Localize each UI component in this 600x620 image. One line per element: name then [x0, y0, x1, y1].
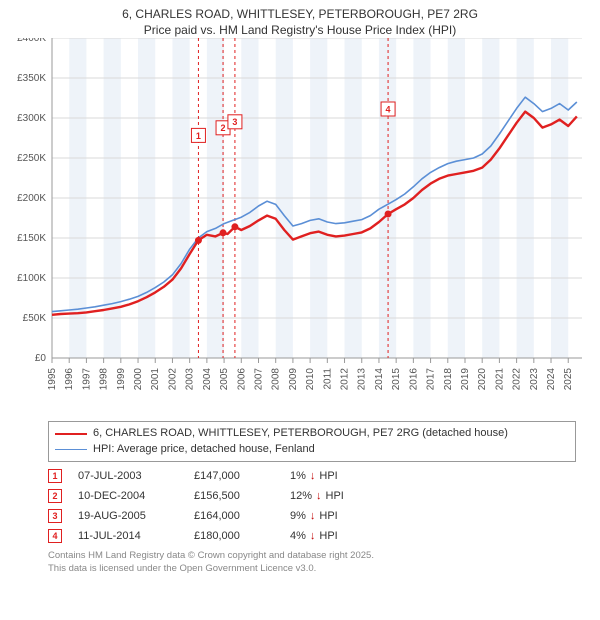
- arrow-down-icon: ↓: [316, 490, 322, 502]
- tx-delta-pct: 9%: [290, 510, 306, 522]
- tx-delta-pct: 4%: [290, 530, 306, 542]
- x-tick-label: 2012: [340, 368, 351, 391]
- x-tick-label: 2004: [202, 368, 213, 391]
- x-tick-label: 1995: [47, 368, 58, 391]
- arrow-down-icon: ↓: [310, 530, 316, 542]
- tx-marker-number: 2: [221, 124, 226, 134]
- tx-row: 1 07-JUL-2003 £147,000 1% ↓HPI: [48, 466, 576, 486]
- x-tick-label: 1996: [64, 368, 75, 391]
- legend-row: HPI: Average price, detached house, Fenl…: [55, 442, 569, 457]
- chart-area: £0 £50K £100K £150K £200K £250K £300K £350K £400…: [0, 38, 600, 413]
- legend-label: HPI: Average price, detached house, Fenl…: [93, 442, 315, 457]
- x-tick-label: 2025: [563, 368, 574, 391]
- tx-dot: [231, 224, 238, 231]
- footer-line-1: Contains HM Land Registry data © Crown c…: [48, 550, 576, 562]
- tx-row-delta: 9% ↓HPI: [290, 510, 390, 522]
- tx-marker-number: 1: [196, 131, 201, 141]
- title-line-2: Price paid vs. HM Land Registry's House …: [0, 22, 600, 38]
- x-tick-label: 2021: [494, 368, 505, 391]
- tx-row-delta: 12% ↓ HPI: [290, 490, 390, 502]
- legend-row: 6, CHARLES ROAD, WHITTLESEY, PETERBOROUG…: [55, 426, 569, 441]
- x-tick-label: 2010: [305, 368, 316, 391]
- y-tick-label: £300K: [17, 113, 46, 124]
- x-tick-label: 1998: [99, 368, 110, 391]
- x-tick-label: 2013: [357, 368, 368, 391]
- x-tick-label: 2015: [391, 368, 402, 391]
- footer-line-2: This data is licensed under the Open Gov…: [48, 563, 576, 575]
- x-tick-label: 2003: [185, 368, 196, 391]
- x-tick-label: 2018: [443, 368, 454, 391]
- y-tick-label: £150K: [17, 233, 46, 244]
- tx-row-marker: 2: [48, 489, 62, 503]
- y-tick-label: £200K: [17, 193, 46, 204]
- tx-delta-suffix: HPI: [319, 470, 337, 482]
- x-tick-label: 2009: [288, 368, 299, 391]
- tx-marker-number: 4: [386, 105, 391, 115]
- x-tick-label: 1997: [81, 368, 92, 391]
- chart-title-block: 6, CHARLES ROAD, WHITTLESEY, PETERBOROUG…: [0, 0, 600, 38]
- tx-dot: [220, 230, 227, 237]
- tx-row-delta: 4% ↓HPI: [290, 530, 390, 542]
- tx-dot: [385, 211, 392, 218]
- tx-row: 3 19-AUG-2005 £164,000 9% ↓HPI: [48, 506, 576, 526]
- legend-label: 6, CHARLES ROAD, WHITTLESEY, PETERBOROUG…: [93, 426, 508, 441]
- x-tick-label: 2020: [477, 368, 488, 391]
- tx-delta-pct: 1%: [290, 470, 306, 482]
- tx-row-marker: 4: [48, 529, 62, 543]
- tx-row-date: 19-AUG-2005: [78, 510, 178, 522]
- tx-delta-pct: 12%: [290, 490, 312, 502]
- legend: 6, CHARLES ROAD, WHITTLESEY, PETERBOROUG…: [48, 421, 576, 462]
- data-attribution: Contains HM Land Registry data © Crown c…: [48, 550, 576, 575]
- tx-row-price: £164,000: [194, 510, 274, 522]
- y-tick-label: £100K: [17, 273, 46, 284]
- tx-delta-suffix: HPI: [319, 510, 337, 522]
- tx-row-delta: 1% ↓HPI: [290, 470, 390, 482]
- tx-dot: [195, 237, 202, 244]
- line-chart-svg: £0 £50K £100K £150K £200K £250K £300K £350K £400…: [0, 38, 600, 408]
- x-tick-label: 2011: [322, 368, 333, 390]
- x-tick-label: 2022: [512, 368, 523, 391]
- x-tick-label: 2002: [167, 368, 178, 391]
- x-tick-label: 2007: [253, 368, 264, 391]
- tx-delta-suffix: HPI: [319, 530, 337, 542]
- y-tick-label: £250K: [17, 153, 46, 164]
- arrow-down-icon: ↓: [310, 510, 316, 522]
- x-tick-label: 2017: [426, 368, 437, 391]
- tx-row-date: 11-JUL-2014: [78, 530, 178, 542]
- legend-swatch: [55, 449, 87, 450]
- x-tick-label: 2005: [219, 368, 230, 391]
- tx-row-price: £147,000: [194, 470, 274, 482]
- x-tick-label: 2000: [133, 368, 144, 391]
- x-tick-label: 2024: [546, 368, 557, 391]
- x-tick-label: 2023: [529, 368, 540, 391]
- tx-row-date: 10-DEC-2004: [78, 490, 178, 502]
- x-tick-label: 2014: [374, 368, 385, 391]
- y-tick-label: £350K: [17, 73, 46, 84]
- x-tick-label: 1999: [116, 368, 127, 391]
- tx-row-date: 07-JUL-2003: [78, 470, 178, 482]
- tx-delta-suffix: HPI: [326, 490, 344, 502]
- tx-row-price: £180,000: [194, 530, 274, 542]
- tx-marker-number: 3: [232, 118, 237, 128]
- x-tick-label: 2008: [271, 368, 282, 391]
- y-tick-label: £400K: [17, 38, 46, 44]
- y-tick-label: £0: [35, 353, 47, 364]
- x-tick-label: 2006: [236, 368, 247, 391]
- arrow-down-icon: ↓: [310, 470, 316, 482]
- tx-row-marker: 3: [48, 509, 62, 523]
- x-tick-label: 2019: [460, 368, 471, 391]
- title-line-1: 6, CHARLES ROAD, WHITTLESEY, PETERBOROUG…: [0, 6, 600, 22]
- tx-row-marker: 1: [48, 469, 62, 483]
- y-tick-label: £50K: [23, 313, 47, 324]
- tx-row: 2 10-DEC-2004 £156,500 12% ↓ HPI: [48, 486, 576, 506]
- tx-row-price: £156,500: [194, 490, 274, 502]
- tx-row: 4 11-JUL-2014 £180,000 4% ↓HPI: [48, 526, 576, 546]
- x-tick-label: 2016: [408, 368, 419, 391]
- transaction-table: 107-JUL-2003£147,0001%↓HPI210-DEC-2004£1…: [48, 466, 576, 546]
- x-tick-label: 2001: [150, 368, 161, 391]
- legend-swatch: [55, 433, 87, 435]
